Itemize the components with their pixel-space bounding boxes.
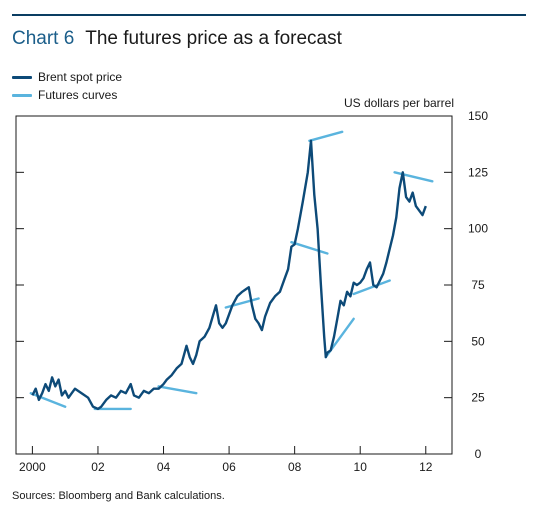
x-tick-label: 04 xyxy=(157,460,171,474)
legend-label-futures: Futures curves xyxy=(38,88,118,102)
legend-item-futures: Futures curves xyxy=(12,86,122,104)
legend: Brent spot price Futures curves xyxy=(12,68,122,104)
plot-frame xyxy=(15,115,453,455)
y-tick-label: 25 xyxy=(471,391,485,405)
top-rule xyxy=(12,14,526,16)
spot-price-line xyxy=(31,139,427,411)
futures-curve-line xyxy=(290,241,329,255)
y-axis-unit-label: US dollars per barrel xyxy=(343,96,454,110)
source-note: Sources: Bloomberg and Bank calculations… xyxy=(12,490,225,502)
y-tick-label: 0 xyxy=(475,447,482,461)
chart-title-text: The futures price as a forecast xyxy=(85,28,342,49)
x-tick-label: 08 xyxy=(288,460,302,474)
futures-curve-line xyxy=(352,279,391,296)
y-tick-label: 100 xyxy=(468,222,488,236)
legend-swatch-spot xyxy=(12,75,32,79)
y-tick-label: 75 xyxy=(471,278,485,292)
futures-curve-line xyxy=(157,385,198,395)
y-tick-label: 150 xyxy=(468,109,488,123)
y-tick-label: 125 xyxy=(468,165,488,179)
x-tick-label: 12 xyxy=(419,460,433,474)
chart-title: Chart 6 The futures price as a forecast xyxy=(12,28,342,50)
x-tick-label: 10 xyxy=(354,460,368,474)
chart-number: Chart 6 xyxy=(12,28,75,49)
futures-curve-line xyxy=(393,171,434,183)
x-tick-label: 02 xyxy=(91,460,105,474)
futures-curve-line xyxy=(29,392,67,408)
futures-curve-line xyxy=(224,297,260,309)
legend-swatch-futures xyxy=(12,93,32,97)
legend-label-spot: Brent spot price xyxy=(38,70,123,84)
x-tick-label: 2000 xyxy=(19,460,46,474)
legend-item-spot: Brent spot price xyxy=(12,68,122,86)
futures-curve-line xyxy=(308,130,344,142)
x-tick-label: 06 xyxy=(222,460,236,474)
y-tick-label: 50 xyxy=(471,334,485,348)
